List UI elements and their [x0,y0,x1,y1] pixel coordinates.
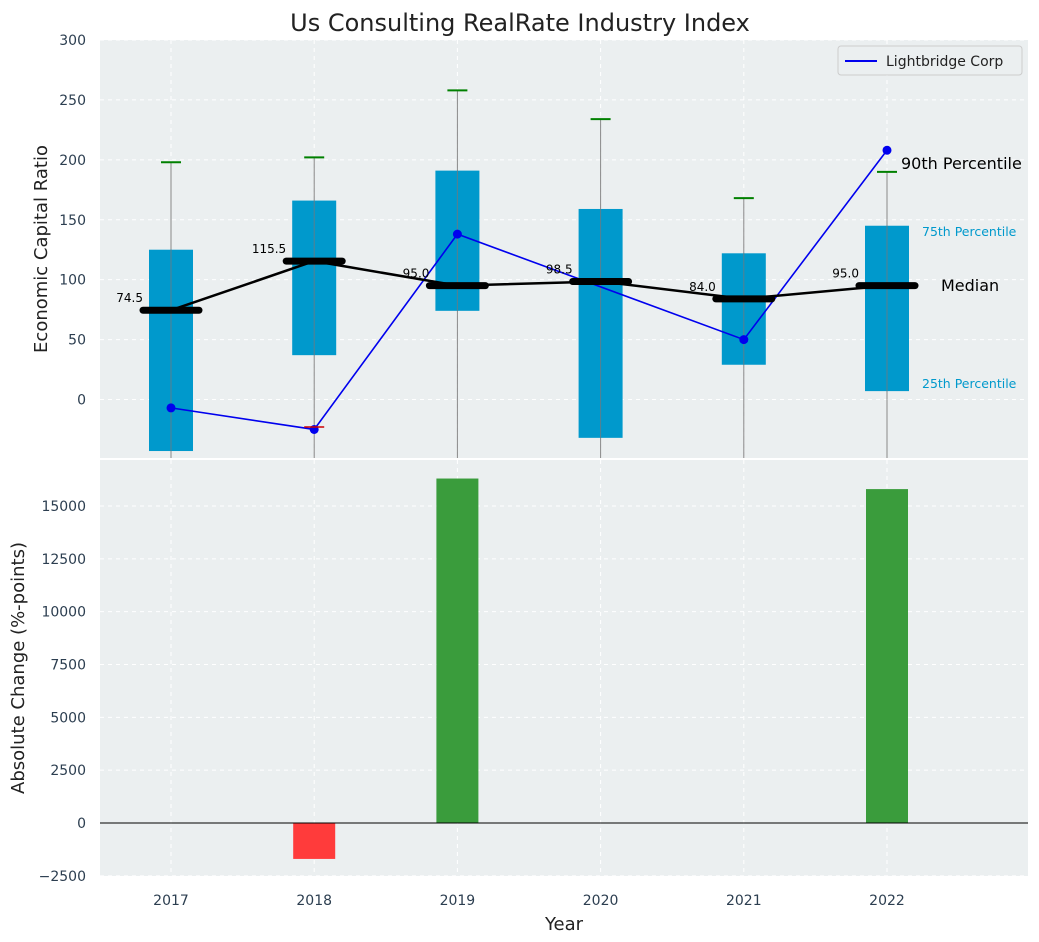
top-y-tick-labels: 0 50 100 150 200 250 300 [59,33,86,409]
bottom-y-tick-label: 10000 [41,605,86,621]
change-bars [293,478,908,859]
annotation-p75: 75th Percentile [922,224,1017,239]
top-y-tick-label: 200 [59,153,86,169]
top-y-tick-label: 150 [59,213,86,229]
company-point [882,145,892,155]
x-tick-labels: 2017 2018 2019 2020 2021 2022 [153,893,905,909]
median-value-label: 98.5 [546,262,573,276]
top-y-tick-label: 50 [68,333,86,349]
bottom-y-tick-labels: −2500 0 2500 5000 7500 10000 12500 15000 [39,499,86,885]
bottom-y-tick-label: 5000 [50,710,86,726]
top-y-axis-label: Economic Capital Ratio [31,145,52,353]
change-bar [436,478,479,823]
median-value-labels: 74.5 115.5 95.0 98.5 84.0 95.0 [116,242,859,305]
company-point [309,424,319,434]
median-series [139,257,919,314]
median-value-label: 84.0 [689,280,716,294]
median-value-label: 74.5 [116,291,143,305]
top-y-tick-label: 0 [77,393,86,409]
company-series [166,145,892,434]
company-point [166,403,176,413]
x-tick-label: 2022 [869,893,905,909]
bottom-y-tick-label: −2500 [39,869,86,885]
bottom-y-axis-label: Absolute Change (%-points) [8,542,29,794]
change-bar [866,489,908,823]
legend: Lightbridge Corp [837,45,1023,76]
annotation-p25: 25th Percentile [922,376,1017,391]
median-value-label: 115.5 [252,242,286,256]
p90-markers [161,89,897,200]
legend-box [837,45,1023,76]
median-value-label: 95.0 [403,267,430,281]
top-y-tick-label: 100 [59,273,86,289]
x-tick-label: 2020 [583,893,619,909]
annotation-median: Median [941,276,999,295]
bottom-y-tick-label: 7500 [50,658,86,674]
top-y-tick-label: 300 [59,33,86,49]
x-axis-label: Year [544,914,584,935]
top-y-tick-label: 250 [59,93,86,109]
bottom-y-tick-label: 2500 [50,763,86,779]
company-point [739,335,749,345]
bottom-y-tick-label: 15000 [41,499,86,515]
x-tick-label: 2018 [296,893,332,909]
legend-label: Lightbridge Corp [886,54,1003,70]
bottom-y-tick-label: 12500 [41,552,86,568]
company-point [452,229,462,239]
median-value-label: 95.0 [832,267,859,281]
x-tick-label: 2017 [153,893,189,909]
bottom-y-tick-label: 0 [77,816,86,832]
x-tick-label: 2021 [726,893,762,909]
chart-title: Us Consulting RealRate Industry Index [290,9,750,37]
change-bar [293,823,336,859]
x-tick-label: 2019 [440,893,476,909]
annotation-p90: 90th Percentile [901,154,1022,173]
